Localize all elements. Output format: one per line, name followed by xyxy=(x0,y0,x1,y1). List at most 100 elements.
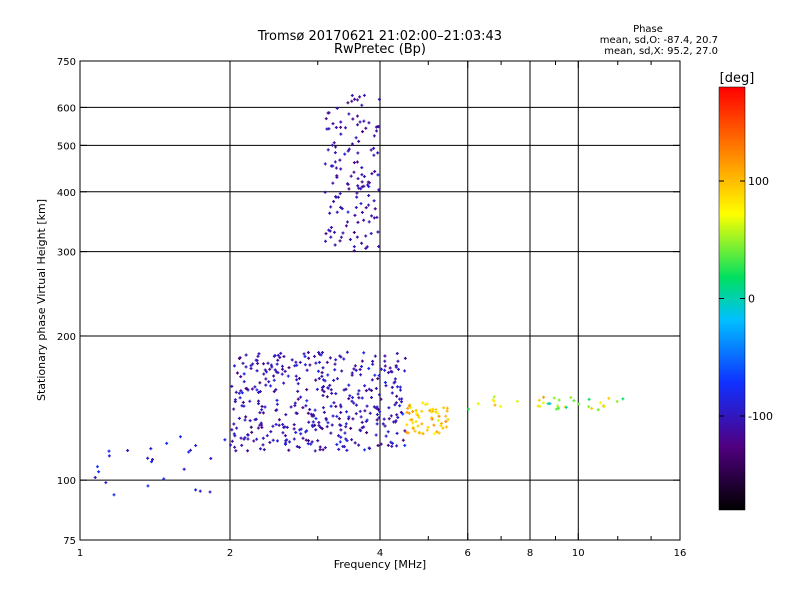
y-tick-label: 300 xyxy=(57,248,76,259)
echo-point xyxy=(320,371,324,375)
echo-point xyxy=(411,410,415,414)
echo-point xyxy=(370,172,374,176)
echo-point xyxy=(557,398,561,402)
echo-point xyxy=(305,429,309,433)
echo-point xyxy=(264,377,268,381)
echo-point xyxy=(314,361,318,365)
echo-point xyxy=(343,152,347,156)
echo-point xyxy=(394,365,398,369)
echo-point xyxy=(325,127,329,131)
echo-point xyxy=(339,423,343,427)
echo-point xyxy=(258,423,262,427)
echo-point xyxy=(262,362,266,366)
echo-point xyxy=(265,434,269,438)
echo-point xyxy=(314,417,318,421)
echo-point xyxy=(269,384,273,388)
echo-point xyxy=(187,450,191,454)
echo-point xyxy=(398,385,402,389)
echo-point xyxy=(359,373,363,377)
echo-point xyxy=(442,406,446,410)
echo-point xyxy=(337,434,341,438)
echo-point xyxy=(376,377,380,381)
echo-point xyxy=(395,385,399,389)
echo-point xyxy=(330,143,334,147)
echo-point xyxy=(362,93,366,97)
echo-point xyxy=(112,493,116,497)
echo-point xyxy=(363,409,367,413)
echo-point xyxy=(255,388,259,392)
echo-point xyxy=(278,355,282,359)
echo-point xyxy=(493,403,497,407)
echo-point xyxy=(321,366,325,370)
echo-point xyxy=(241,400,245,404)
echo-point xyxy=(270,365,274,369)
echo-point xyxy=(416,413,420,417)
echo-point xyxy=(294,374,298,378)
echo-point xyxy=(390,444,394,448)
echo-point xyxy=(284,413,288,417)
echo-point xyxy=(375,418,379,422)
echo-point xyxy=(272,390,276,394)
echo-point xyxy=(244,353,248,357)
colorbar-tick-label: -100 xyxy=(748,410,773,423)
echo-point xyxy=(258,390,262,393)
echo-point xyxy=(343,126,347,130)
echo-point xyxy=(297,376,301,380)
y-tick-labels: 75 100 200 300 400 500 600 750 xyxy=(57,57,76,547)
echo-point xyxy=(310,440,314,444)
echo-point xyxy=(375,215,379,219)
echo-point xyxy=(252,439,256,443)
echo-point xyxy=(277,418,281,422)
echo-point xyxy=(426,425,430,429)
y-tick-label: 100 xyxy=(57,476,76,487)
echo-point xyxy=(321,448,325,452)
echo-point xyxy=(425,402,429,406)
echo-point xyxy=(339,120,343,124)
echo-point xyxy=(353,364,357,368)
echo-point xyxy=(289,405,293,409)
echo-point xyxy=(331,414,335,418)
echo-point xyxy=(328,356,332,360)
echo-point xyxy=(390,441,394,445)
echo-point xyxy=(333,151,337,155)
echo-point xyxy=(383,364,387,368)
echo-point xyxy=(189,448,193,452)
echo-point xyxy=(357,443,361,447)
echo-point xyxy=(400,397,404,401)
echo-point xyxy=(328,383,332,387)
echo-point xyxy=(235,371,239,375)
echo-point xyxy=(107,454,111,458)
echo-point xyxy=(294,411,298,415)
echo-point xyxy=(425,428,429,432)
echo-point xyxy=(360,365,364,369)
x-tick-label: 4 xyxy=(377,548,383,559)
echo-point xyxy=(281,422,285,426)
echo-point xyxy=(403,356,407,360)
echo-point xyxy=(360,241,364,245)
echo-point xyxy=(330,391,334,395)
echo-point xyxy=(564,405,568,409)
echo-point xyxy=(334,166,338,170)
echo-point xyxy=(317,360,321,364)
echo-point xyxy=(357,389,361,393)
echo-point xyxy=(344,224,348,228)
echo-point xyxy=(390,370,394,374)
echo-point xyxy=(303,363,307,367)
echo-point xyxy=(383,359,387,363)
echo-point xyxy=(416,424,420,428)
echo-point xyxy=(389,414,393,418)
echo-point xyxy=(615,400,619,404)
plot-grid xyxy=(80,61,680,540)
echo-point xyxy=(296,389,300,393)
echo-point xyxy=(444,419,448,423)
echo-point xyxy=(283,369,287,373)
echo-point xyxy=(317,424,321,428)
echo-point xyxy=(240,391,244,395)
echo-point xyxy=(287,366,291,370)
echo-point xyxy=(242,404,246,408)
echo-point xyxy=(271,424,275,428)
echo-point xyxy=(410,418,414,422)
echo-point xyxy=(365,404,369,408)
echo-point xyxy=(375,129,379,133)
